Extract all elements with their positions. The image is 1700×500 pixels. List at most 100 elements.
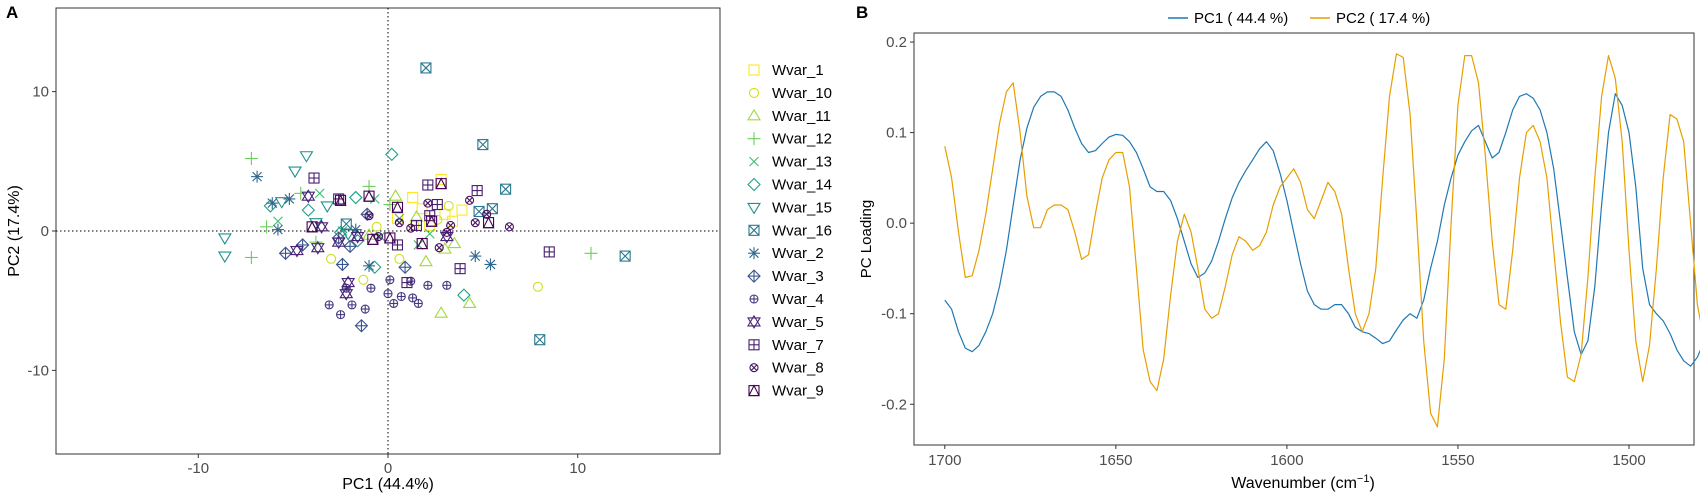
line-pc1 <box>944 91 1700 367</box>
legend-item: Wvar_11 <box>747 108 831 125</box>
line-pc2 <box>944 53 1700 428</box>
panel-b-label: B <box>856 3 868 22</box>
point-wvar-3 <box>354 318 369 333</box>
legend-item: Wvar_9 <box>748 383 824 400</box>
legend-item: Wvar_7 <box>748 337 824 354</box>
point-wvar-9 <box>391 201 404 213</box>
point-wvar-16 <box>619 250 631 262</box>
point-wvar-14 <box>457 288 471 302</box>
point-wvar-10 <box>358 274 369 285</box>
x-tick-label: 1550 <box>1441 452 1474 469</box>
point-wvar-4 <box>413 298 423 309</box>
point-wvar-7 <box>471 185 483 197</box>
y-tick-label: 0.2 <box>886 34 907 51</box>
point-wvar-15 <box>299 151 314 163</box>
point-wvar-5 <box>350 229 365 244</box>
y-axis-ticks: -10 0 10 <box>27 84 56 379</box>
legend-label: Wvar_13 <box>772 154 832 171</box>
x-tick-label: 1600 <box>1270 452 1303 469</box>
point-wvar-2 <box>469 250 482 263</box>
point-wvar-2 <box>363 259 376 272</box>
legend-key <box>749 363 759 373</box>
legend-label: PC1 ( 44.4 %) <box>1194 10 1288 27</box>
legend-key <box>748 339 760 351</box>
x-tick-label: 10 <box>569 460 586 477</box>
point-wvar-4 <box>423 280 433 290</box>
legend-key <box>749 294 759 304</box>
point-wvar-5 <box>341 275 356 290</box>
panel-a-label: A <box>6 3 18 22</box>
point-wvar-11 <box>447 236 462 249</box>
legend-label: Wvar_1 <box>772 62 824 79</box>
point-wvar-16 <box>534 334 546 346</box>
point-wvar-11 <box>434 306 449 318</box>
point-wvar-1 <box>407 192 419 204</box>
x-tick-label: 1650 <box>1099 452 1132 469</box>
point-wvar-7 <box>391 239 404 251</box>
legend-key <box>749 156 759 167</box>
point-wvar-10 <box>532 281 543 292</box>
point-wvar-2 <box>251 170 264 183</box>
point-wvar-8 <box>423 198 433 208</box>
point-wvar-12 <box>584 246 598 260</box>
y-axis-ticks: -0.2 -0.1 0.0 0.1 0.2 <box>881 34 914 413</box>
point-wvar-5 <box>339 286 354 301</box>
point-wvar-8 <box>470 218 480 228</box>
point-wvar-9 <box>416 237 429 250</box>
point-wvar-15 <box>341 229 356 241</box>
point-wvar-5 <box>314 219 329 234</box>
point-wvar-12 <box>244 250 258 264</box>
point-wvar-9 <box>435 177 448 190</box>
point-wvar-4 <box>347 300 357 310</box>
legend-item: Wvar_4 <box>749 291 824 308</box>
legend: Wvar_1 Wvar_10 Wvar_11 Wvar_12 Wvar_13 Wvar_1… <box>747 62 832 400</box>
point-wvar-14 <box>350 233 365 248</box>
legend-label: Wvar_7 <box>772 337 824 354</box>
point-wvar-15 <box>217 233 232 246</box>
x-tick-label: 1500 <box>1612 452 1645 469</box>
legend-item: PC2 ( 17.4 %) <box>1310 10 1430 27</box>
point-wvar-7 <box>401 277 413 289</box>
point-wvar-11 <box>437 242 452 254</box>
point-wvar-4 <box>385 275 395 285</box>
legend-key <box>748 87 760 98</box>
point-wvar-8 <box>442 227 452 237</box>
point-wvar-3 <box>343 239 357 254</box>
point-wvar-5 <box>331 235 346 250</box>
point-wvar-12 <box>294 186 308 200</box>
point-wvar-2 <box>283 192 296 205</box>
point-wvar-11 <box>418 254 433 267</box>
point-wvar-4 <box>396 291 406 302</box>
legend: PC1 ( 44.4 %) PC2 ( 17.4 %) <box>1168 10 1430 27</box>
legend-key <box>747 132 761 146</box>
legend-item: Wvar_1 <box>748 62 824 79</box>
legend-item: Wvar_2 <box>748 245 824 262</box>
point-wvar-12 <box>244 152 258 166</box>
point-wvar-5 <box>310 240 325 255</box>
legend-label: Wvar_2 <box>772 245 824 262</box>
point-wvar-7 <box>543 246 555 258</box>
legend-label: Wvar_3 <box>772 268 824 285</box>
point-wvar-2 <box>484 258 497 271</box>
point-wvar-15 <box>320 201 335 213</box>
point-wvar-4 <box>406 276 416 286</box>
legend-item: Wvar_3 <box>747 268 824 285</box>
legend-key <box>748 384 760 397</box>
point-wvar-4 <box>336 310 346 320</box>
point-wvar-14 <box>301 203 316 217</box>
legend-label: Wvar_15 <box>772 199 832 216</box>
point-wvar-14 <box>367 260 382 275</box>
legend-key <box>748 247 760 260</box>
point-wvar-16 <box>500 183 512 195</box>
legend-item: Wvar_15 <box>747 199 832 216</box>
point-wvar-8 <box>394 218 404 228</box>
point-wvar-7 <box>422 179 434 191</box>
point-wvar-4 <box>442 280 452 290</box>
legend-label: Wvar_11 <box>772 108 831 125</box>
point-wvar-11 <box>388 189 403 201</box>
x-tick-label: 0 <box>384 460 392 477</box>
point-wvar-9 <box>366 233 379 245</box>
point-wvar-3 <box>335 257 350 272</box>
legend-key <box>747 108 761 121</box>
